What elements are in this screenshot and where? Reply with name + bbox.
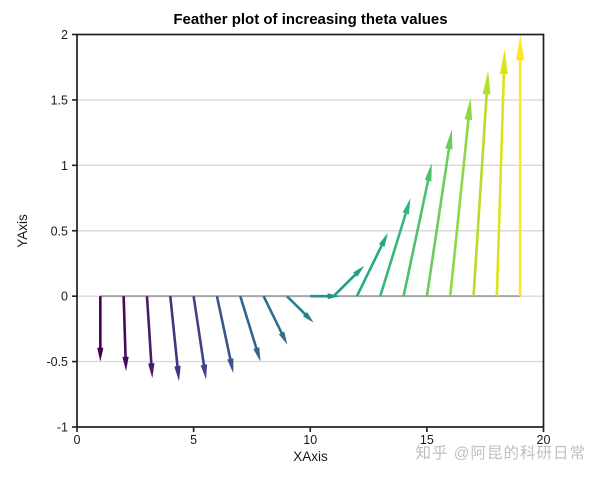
y-tick-label: 2: [61, 28, 68, 42]
y-tick-label: 1.5: [51, 93, 68, 107]
watermark-text: 知乎 @阿昆的科研日常: [415, 445, 586, 462]
x-axis-label: XAxis: [293, 449, 328, 464]
feather-arrow-head-16: [464, 97, 473, 121]
y-tick-label: 1: [61, 159, 68, 173]
feather-arrow-shaft-6: [215, 295, 234, 368]
feather-arrow-head-12: [378, 232, 388, 247]
x-tick-label: 10: [303, 433, 317, 447]
feather-arrow-head-6: [227, 358, 234, 374]
x-tick-label: 0: [74, 433, 81, 447]
x-tick-label: 20: [537, 433, 551, 447]
feather-arrow-head-13: [402, 198, 411, 215]
feather-arrow-head-8: [278, 331, 288, 345]
feather-arrow-head-19: [516, 34, 525, 61]
feather-arrow-head-3: [148, 363, 155, 379]
feather-arrow-head-1: [97, 347, 104, 362]
feather-arrow-head-10: [327, 293, 340, 300]
feather-arrow-head-2: [122, 356, 129, 372]
feather-arrow-shaft-13: [378, 204, 410, 297]
x-tick-label: 15: [420, 433, 434, 447]
feather-arrow-shaft-5: [192, 295, 207, 374]
feather-arrow-head-15: [445, 129, 453, 150]
feather-arrow-head-5: [200, 364, 208, 380]
chart-title: Feather plot of increasing theta values: [173, 11, 448, 28]
feather-arrow-shaft-15: [425, 137, 452, 297]
feather-arrow-head-9: [302, 312, 314, 323]
feather-arrow-shaft-12: [355, 237, 387, 297]
feather-arrow-shaft-16: [448, 107, 471, 297]
feather-arrow-head-4: [174, 365, 181, 382]
feather-arrow-head-14: [424, 163, 432, 182]
feather-arrow-shaft-18: [495, 60, 506, 297]
feather-arrow-head-18: [499, 49, 508, 75]
y-tick-label: 0.5: [51, 224, 68, 238]
feather-arrow-head-17: [482, 70, 491, 95]
y-axis-label: YAxis: [15, 214, 30, 248]
feather-arrow-shaft-2: [122, 296, 128, 365]
feather-arrow-shaft-17: [472, 81, 489, 297]
feather-arrow-shaft-4: [169, 296, 180, 375]
feather-arrow-shaft-7: [239, 295, 260, 356]
y-tick-label: 0: [61, 290, 68, 304]
feather-arrow-shaft-3: [145, 296, 154, 372]
feather-arrow-shaft-14: [402, 170, 432, 297]
feather-arrow-shaft-8: [262, 295, 286, 340]
y-tick-label: -0.5: [46, 355, 68, 369]
y-tick-label: -1: [57, 421, 68, 435]
x-tick-label: 5: [190, 433, 197, 447]
feather-arrow-head-11: [353, 265, 365, 277]
feather-arrow-head-7: [253, 347, 261, 362]
